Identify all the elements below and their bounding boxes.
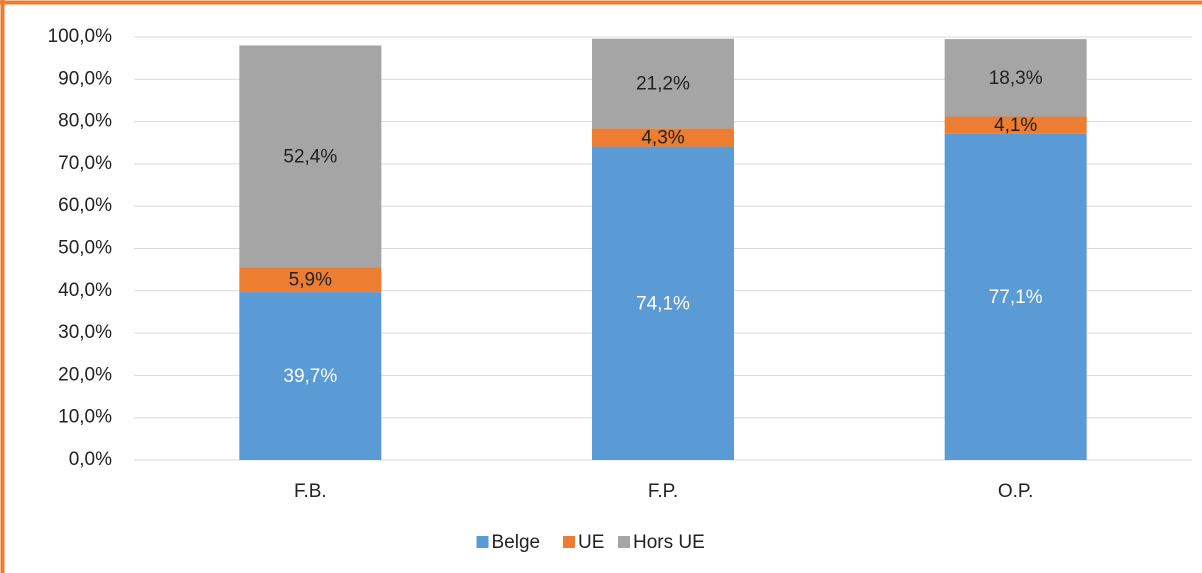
y-tick-label: 30,0% [58, 322, 112, 343]
bar-segment [239, 45, 382, 268]
legend-swatch [618, 536, 630, 548]
data-label: 21,2% [636, 74, 690, 95]
y-tick-label: 10,0% [58, 407, 112, 428]
y-tick-label: 60,0% [58, 195, 112, 216]
bar-segment [592, 146, 734, 460]
y-tick-label: 90,0% [58, 68, 112, 89]
bar-segment [944, 116, 1087, 134]
x-tick-label: O.P. [998, 481, 1034, 502]
y-tick-label: 40,0% [58, 280, 112, 301]
data-label: 18,3% [989, 68, 1043, 89]
data-label: 74,1% [636, 293, 690, 314]
data-label: 4,3% [641, 127, 684, 148]
bar-segment [944, 133, 1087, 460]
data-label: 5,9% [289, 270, 332, 291]
bar-segment [239, 292, 382, 460]
legend-swatch [563, 536, 575, 548]
x-tick-label: F.P. [648, 481, 678, 502]
bar-segment [944, 39, 1087, 117]
data-label: 77,1% [989, 287, 1043, 308]
legend-label: Hors UE [633, 532, 705, 553]
data-label: 52,4% [283, 146, 337, 167]
x-tick-label: F.B. [294, 481, 327, 502]
y-tick-label: 20,0% [58, 364, 112, 385]
bar-segment [592, 128, 734, 147]
y-tick-label: 70,0% [58, 153, 112, 174]
y-tick-label: 100,0% [48, 26, 113, 47]
legend-swatch [476, 536, 489, 548]
bar-segment [592, 38, 734, 129]
y-tick-label: 0,0% [69, 449, 112, 470]
y-tick-label: 50,0% [58, 238, 112, 259]
legend-label: Belge [492, 532, 541, 553]
y-tick-label: 80,0% [58, 111, 112, 132]
bar-segment [239, 267, 382, 293]
data-label: 39,7% [283, 366, 337, 387]
legend-label: UE [578, 532, 604, 553]
data-label: 4,1% [994, 115, 1037, 136]
